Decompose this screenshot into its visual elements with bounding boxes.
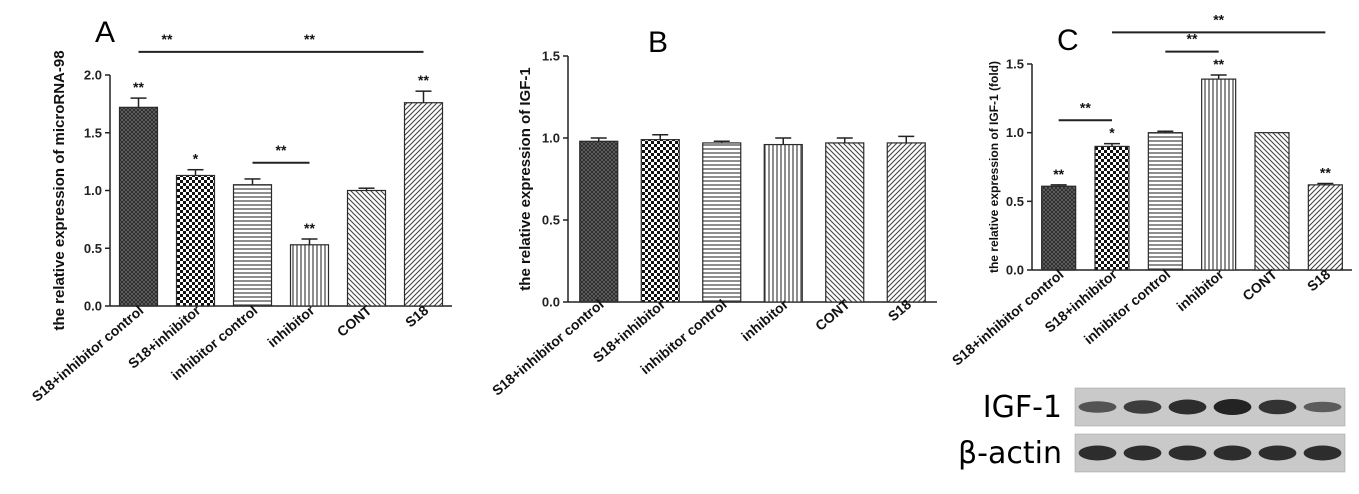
blot-band xyxy=(1168,399,1207,415)
blot-band xyxy=(1213,445,1252,461)
panel-label: C xyxy=(1057,24,1079,57)
comparison-label: ** xyxy=(1213,11,1224,27)
y-tick-label: 2.0 xyxy=(84,68,102,83)
bar xyxy=(175,174,216,307)
bar xyxy=(579,140,619,303)
comparison-label: ** xyxy=(1187,31,1198,47)
blot-band xyxy=(1258,445,1297,461)
bar xyxy=(640,139,680,303)
y-tick-label: 0.0 xyxy=(84,299,102,314)
comparison-label: ** xyxy=(276,142,287,158)
bar xyxy=(346,189,387,307)
bar xyxy=(1041,185,1077,271)
significance-marker: ** xyxy=(133,79,144,95)
y-tick-label: 1.5 xyxy=(542,49,560,64)
y-tick-label: 0.0 xyxy=(542,295,560,310)
blot-band xyxy=(1213,399,1252,415)
panel-label: A xyxy=(95,16,115,49)
y-tick-label: 1.0 xyxy=(1006,125,1024,140)
western-blot: IGF-1 β-actin xyxy=(958,387,1346,473)
bar xyxy=(702,142,742,303)
bar xyxy=(1094,145,1130,271)
blot-row-label: IGF-1 xyxy=(983,390,1062,425)
y-tick-label: 0.5 xyxy=(1006,194,1024,209)
panel-label: B xyxy=(648,26,668,59)
bar xyxy=(1307,184,1343,271)
blot-band xyxy=(1168,445,1207,461)
comparison-label: ** xyxy=(304,31,315,47)
blot-row-label: β-actin xyxy=(958,436,1062,471)
blot-band xyxy=(1078,445,1117,461)
x-tick-label: CONT xyxy=(1239,266,1280,304)
comparison-label: ** xyxy=(1080,99,1091,115)
y-axis-label: the relative expression of IGF-1 xyxy=(517,67,534,290)
bar xyxy=(825,142,865,303)
blot-band xyxy=(1078,401,1117,413)
significance-marker: ** xyxy=(1053,166,1064,182)
y-tick-label: 1.0 xyxy=(542,131,560,146)
blot-band xyxy=(1303,445,1342,461)
bar xyxy=(1254,132,1290,271)
bar xyxy=(289,244,330,307)
y-axis-label: the relative expression of IGF-1 (fold) xyxy=(987,61,1001,273)
x-tick-label: CONT xyxy=(334,302,375,340)
bar xyxy=(232,184,273,307)
y-tick-label: 1.5 xyxy=(84,125,102,140)
bar xyxy=(886,142,926,303)
significance-marker: ** xyxy=(1213,56,1224,72)
x-tick-label: inhibitor xyxy=(1173,266,1227,315)
blot-strip xyxy=(1074,433,1346,473)
blot-strip xyxy=(1074,387,1346,427)
y-tick-label: 0.5 xyxy=(542,213,560,228)
x-tick-label: inhibitor xyxy=(738,296,792,345)
blot-band xyxy=(1303,401,1342,413)
blot-band xyxy=(1123,400,1162,414)
bar xyxy=(1147,132,1183,271)
y-tick-label: 0.0 xyxy=(1006,263,1024,278)
significance-marker: ** xyxy=(1320,164,1331,180)
significance-marker: ** xyxy=(418,72,429,88)
blot-band xyxy=(1123,445,1162,461)
x-tick-label: inhibitor xyxy=(264,302,318,351)
y-axis-label: the relative expression of microRNA-98 xyxy=(51,50,68,330)
y-tick-label: 1.0 xyxy=(84,183,102,198)
significance-marker: ** xyxy=(304,220,315,236)
significance-marker: * xyxy=(1109,125,1115,141)
x-tick-label: S18+inhibitor control xyxy=(29,302,147,405)
x-tick-label: S18+inhibitor control xyxy=(489,296,607,399)
y-tick-label: 1.5 xyxy=(1006,57,1024,72)
bar xyxy=(763,143,803,303)
bar xyxy=(403,102,444,307)
significance-marker: * xyxy=(193,151,199,167)
blot-band xyxy=(1258,399,1297,415)
y-tick-label: 0.5 xyxy=(84,241,102,256)
comparison-label: ** xyxy=(162,31,173,47)
bar xyxy=(1201,78,1237,271)
bar xyxy=(118,106,159,307)
